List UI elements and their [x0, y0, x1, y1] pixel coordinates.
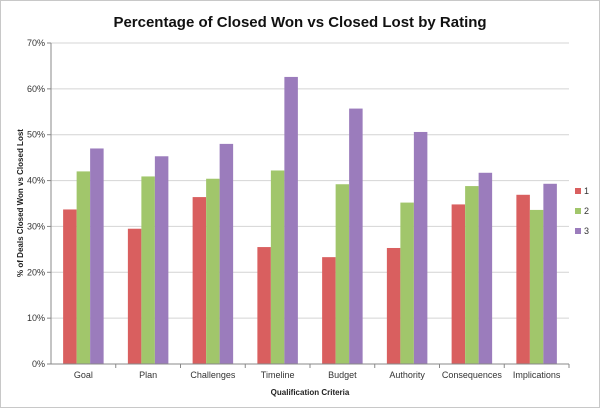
legend-label-3: 3: [584, 226, 589, 236]
bar-2-consequences: [465, 186, 479, 364]
bar-3-challenges: [219, 143, 234, 364]
bar-2-timeline: [270, 170, 285, 364]
bar-1-timeline: [257, 247, 271, 364]
y-tick-label: 50%: [27, 130, 45, 140]
y-tick-label: 30%: [27, 221, 45, 231]
bar-2-budget: [335, 184, 350, 364]
x-tick-label: Implications: [513, 370, 561, 380]
x-tick-label: Budget: [328, 370, 357, 380]
bar-1-implications: [516, 194, 530, 364]
x-tick-label: Authority: [389, 370, 425, 380]
bar-3-authority: [413, 131, 428, 364]
y-tick-label: 60%: [27, 84, 45, 94]
legend-swatch-2: [575, 208, 581, 214]
bar-2-implications: [529, 209, 544, 364]
x-tick-label: Goal: [74, 370, 93, 380]
bar-3-budget: [349, 108, 363, 364]
x-tick-label: Challenges: [190, 370, 236, 380]
legend-swatch-3: [575, 228, 581, 234]
chart-title: Percentage of Closed Won vs Closed Lost …: [113, 14, 486, 31]
legend-label-2: 2: [584, 206, 589, 216]
bar-1-budget: [322, 257, 336, 364]
bar-3-implications: [543, 183, 557, 364]
y-tick-label: 70%: [27, 38, 45, 48]
x-tick-label: Plan: [139, 370, 157, 380]
y-tick-label: 10%: [27, 313, 45, 323]
axes: 0% 10% 20% 30% 40% 50% 60% 70% Goal Plan Challenge…: [27, 38, 570, 380]
bar-2-challenges: [206, 178, 220, 364]
x-tick-label: Timeline: [261, 370, 295, 380]
bar-2-authority: [400, 202, 414, 364]
y-tick-label: 20%: [27, 267, 45, 277]
x-axis-title: Qualification Criteria: [271, 388, 350, 397]
bar-1-consequences: [451, 204, 466, 364]
y-axis-title: % of Deals Closed Won vs Closed Lost: [16, 129, 25, 277]
bar-3-timeline: [284, 76, 298, 364]
legend-swatch-1: [575, 188, 581, 194]
legend: 1 2 3: [575, 186, 589, 236]
bar-3-consequences: [478, 172, 493, 364]
legend-label-1: 1: [584, 186, 589, 196]
bar-2-goal: [76, 171, 91, 364]
bar-3-goal: [90, 148, 104, 364]
bars: [63, 76, 557, 364]
bar-2-plan: [141, 176, 155, 364]
bar-1-goal: [63, 209, 77, 364]
bar-1-authority: [386, 247, 401, 364]
y-tick-label: 0%: [32, 359, 45, 369]
x-tick-label: Consequences: [442, 370, 503, 380]
bar-3-plan: [154, 156, 169, 364]
bar-1-challenges: [192, 197, 207, 364]
y-tick-label: 40%: [27, 176, 45, 186]
bar-1-plan: [127, 228, 142, 364]
